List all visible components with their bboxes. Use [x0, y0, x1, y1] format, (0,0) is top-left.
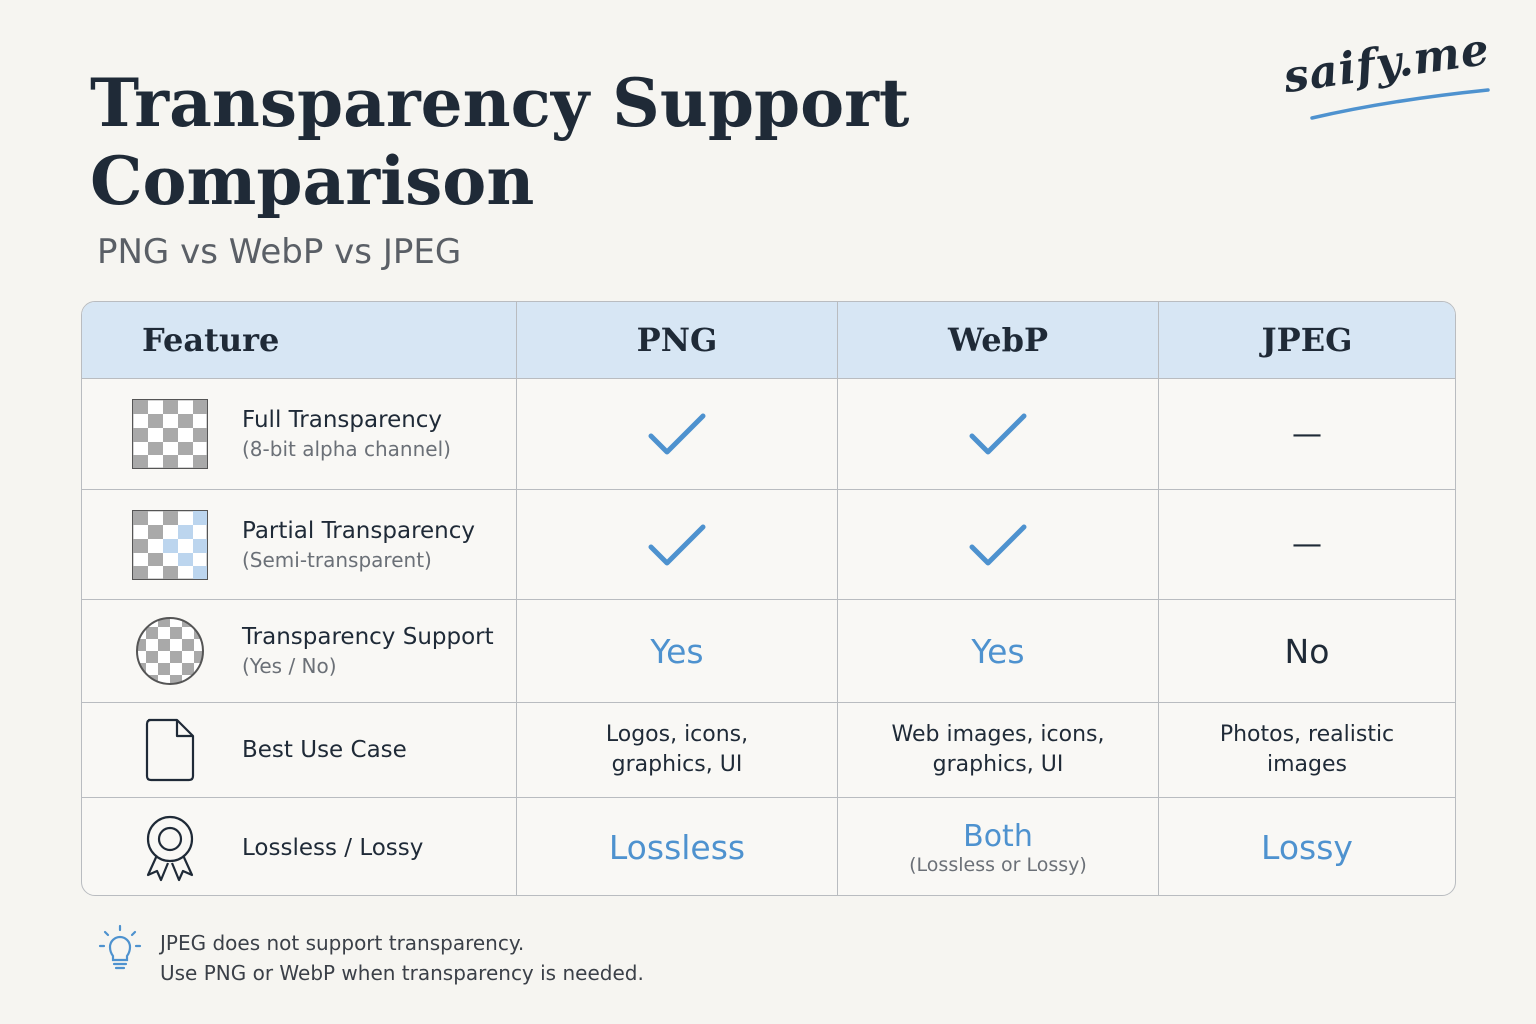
dash-mark: — — [1292, 416, 1322, 452]
check-icon — [648, 524, 706, 565]
png-cell — [517, 379, 838, 489]
webp-cell — [838, 490, 1159, 599]
webp-value-sub: (Lossless or Lossy) — [909, 854, 1087, 876]
webp-value: Both — [963, 819, 1033, 854]
feature-cell: Full Transparency (8-bit alpha channel) — [82, 379, 517, 489]
png-cell — [517, 490, 838, 599]
jpeg-use-case: Photos, realistic images — [1220, 720, 1394, 780]
table-row: Lossless / Lossy Lossless Both (Lossless… — [82, 798, 1455, 895]
table-header-row: Feature PNG WebP JPEG — [82, 302, 1455, 379]
comparison-table: Feature PNG WebP JPEG Full T — [81, 301, 1456, 896]
feature-cell: Lossless / Lossy — [82, 798, 517, 895]
feature-sublabel: (8-bit alpha channel) — [242, 437, 451, 461]
feature-label: Lossless / Lossy — [242, 834, 424, 861]
brand-underline — [1310, 88, 1490, 120]
png-value: Lossless — [608, 828, 746, 867]
footer-note: JPEG does not support transparency. Use … — [98, 924, 644, 985]
page-subtitle: PNG vs WebP vs JPEG — [97, 232, 462, 272]
jpeg-cell: Lossy — [1159, 798, 1455, 895]
lightbulb-icon — [98, 924, 142, 970]
feature-label: Transparency Support — [242, 624, 494, 650]
column-header-feature: Feature — [82, 302, 517, 378]
webp-cell — [838, 379, 1159, 489]
column-header-png: PNG — [517, 302, 838, 378]
check-icon — [969, 413, 1027, 455]
brand-logo: saify.me — [1280, 24, 1493, 128]
png-use-case: Logos, icons, graphics, UI — [606, 720, 748, 780]
png-cell: Lossless — [517, 798, 838, 895]
jpeg-cell: — — [1159, 379, 1455, 489]
png-use-case-line: Logos, icons, — [605, 722, 749, 747]
jpeg-cell: — — [1159, 490, 1455, 599]
feature-cell: Partial Transparency (Semi-transparent) — [82, 490, 517, 599]
column-header-jpeg: JPEG — [1261, 321, 1353, 359]
jpeg-value: No — [1284, 631, 1330, 671]
check-icon — [969, 524, 1027, 565]
checkerboard-icon — [130, 394, 210, 474]
page-title: Transparency Support Comparison — [90, 64, 990, 220]
webp-use-case-line: Web images, icons, — [891, 722, 1105, 747]
feature-cell: Best Use Case — [82, 703, 517, 797]
checkered-circle-icon — [130, 611, 210, 691]
table-row: Full Transparency (8-bit alpha channel) … — [82, 379, 1455, 490]
feature-label: Full Transparency — [242, 407, 443, 433]
feature-sublabel: (Yes / No) — [242, 654, 337, 678]
png-cell: Yes — [517, 600, 838, 702]
feature-text: Best Use Case — [242, 735, 407, 765]
footer-note-text: JPEG does not support transparency. Use … — [160, 928, 760, 988]
document-icon — [130, 710, 210, 790]
feature-text: Lossless / Lossy — [242, 833, 423, 863]
jpeg-use-case-line: Photos, realistic — [1219, 722, 1395, 747]
partial-checkerboard-icon — [130, 505, 210, 585]
table-row: Partial Transparency (Semi-transparent) … — [82, 490, 1455, 600]
feature-label: Best Use Case — [242, 737, 407, 763]
table-row: Transparency Support (Yes / No) Yes Yes … — [82, 600, 1455, 703]
page-title-line-1: Transparency Support — [90, 64, 910, 142]
footer-note-line: Use PNG or WebP when transparency is nee… — [160, 961, 644, 985]
table-row: Best Use Case Logos, icons, graphics, UI… — [82, 703, 1455, 798]
check-icon — [648, 413, 706, 455]
feature-text: Full Transparency (8-bit alpha channel) — [242, 405, 451, 463]
png-cell: Logos, icons, graphics, UI — [517, 703, 838, 797]
png-use-case-line: graphics, UI — [611, 752, 743, 777]
webp-cell: Both (Lossless or Lossy) — [838, 798, 1159, 895]
feature-sublabel: (Semi-transparent) — [242, 547, 432, 572]
jpeg-use-case-line: images — [1267, 752, 1347, 777]
dash-mark: — — [1292, 527, 1322, 562]
feature-text: Partial Transparency (Semi-transparent) — [242, 516, 475, 574]
page-title-line-2: Comparison — [90, 142, 535, 220]
webp-value-stack: Both (Lossless or Lossy) — [909, 819, 1087, 876]
webp-cell: Web images, icons, graphics, UI — [838, 703, 1159, 797]
column-header-webp: WebP — [838, 302, 1159, 378]
jpeg-value: Lossy — [1261, 828, 1353, 867]
webp-cell: Yes — [838, 600, 1159, 702]
webp-use-case: Web images, icons, graphics, UI — [892, 720, 1105, 780]
footer-note-line: JPEG does not support transparency. — [160, 931, 525, 955]
webp-value: Yes — [971, 631, 1025, 671]
feature-cell: Transparency Support (Yes / No) — [82, 600, 517, 702]
jpeg-cell: Photos, realistic images — [1159, 703, 1455, 797]
feature-text: Transparency Support (Yes / No) — [242, 622, 494, 680]
webp-use-case-line: graphics, UI — [932, 752, 1064, 777]
award-ribbon-icon — [130, 808, 210, 888]
png-value: Yes — [650, 631, 704, 671]
jpeg-cell: No — [1159, 600, 1455, 702]
feature-label: Partial Transparency — [242, 517, 475, 544]
